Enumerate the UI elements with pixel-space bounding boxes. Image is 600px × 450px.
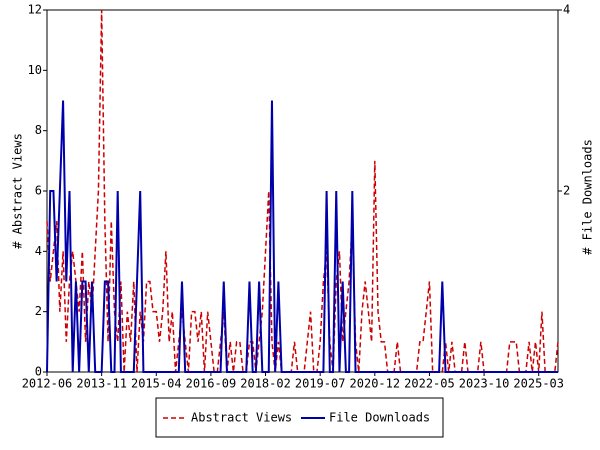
series-line [46,100,558,373]
y-tick-label: 4 [35,244,42,258]
y-tick-label: 2 [35,304,42,318]
x-tick-label: 2018-02 [240,377,291,391]
x-tick-label: 2022-05 [404,377,455,391]
x-tick-label: 2015-04 [131,377,182,391]
plot-frame [46,9,559,373]
y2-tick-label: 4 [563,3,570,17]
y-tick-label: 6 [35,184,42,198]
x-tick-label: 2012-06 [22,377,73,391]
legend-label: Abstract Views [191,411,292,425]
y-tick-label: 12 [28,3,42,17]
y-axis-title: # Abstract Views [11,133,25,249]
x-tick-label: 2023-10 [459,377,510,391]
x-tick-label: 2013-11 [76,377,127,391]
x-tick-label: 2020-12 [350,377,401,391]
series-line [46,9,559,373]
x-tick-label: 2016-09 [186,377,237,391]
y-tick-label: 0 [35,365,42,379]
x-tick-label: 2025-03 [513,377,564,391]
y-tick-label: 10 [28,63,42,77]
legend-box [155,397,444,438]
y2-tick-label: 2 [563,184,570,198]
y-tick-label: 8 [35,123,42,137]
x-tick-label: 2019-07 [295,377,346,391]
y2-axis-title: # File Downloads [581,139,595,255]
legend-label: File Downloads [329,411,430,425]
